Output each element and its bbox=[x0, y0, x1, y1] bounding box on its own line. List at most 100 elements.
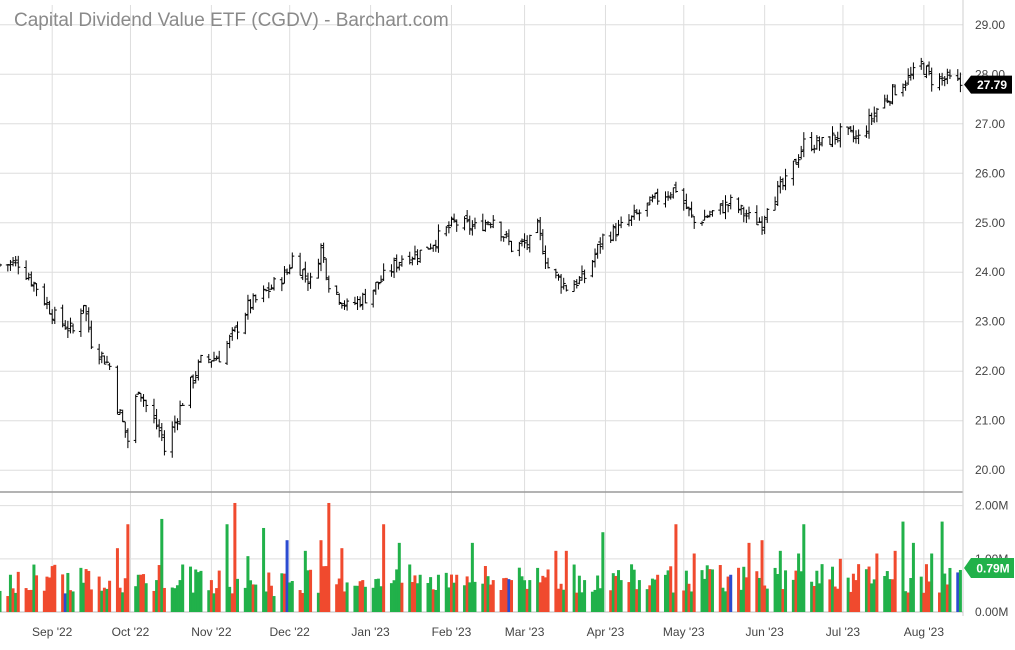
volume-bar bbox=[596, 575, 600, 612]
volume-bar bbox=[35, 575, 39, 612]
volume-bar bbox=[575, 592, 579, 612]
volume-bar bbox=[572, 564, 576, 612]
volume-bar bbox=[157, 565, 161, 612]
volume-bar bbox=[669, 566, 673, 612]
volume-bar bbox=[371, 587, 375, 612]
volume-bar bbox=[228, 586, 232, 612]
volume-bar bbox=[14, 592, 18, 612]
volume-bar bbox=[710, 569, 714, 612]
volume-bar bbox=[692, 553, 696, 612]
volume-bar bbox=[744, 577, 748, 612]
volume-bar bbox=[71, 591, 75, 612]
volume-bar bbox=[249, 580, 253, 612]
volume-bar bbox=[940, 521, 944, 612]
volume-bar bbox=[486, 576, 490, 612]
volume-bar bbox=[262, 527, 266, 612]
volume-bar bbox=[956, 572, 960, 612]
volume-bar bbox=[217, 570, 221, 612]
volume-bar bbox=[799, 571, 803, 612]
volume-bar bbox=[609, 590, 613, 612]
volume-bar bbox=[0, 590, 2, 612]
volume-bar bbox=[285, 540, 289, 612]
volume-bar bbox=[815, 570, 819, 612]
price-tick-label: 24.00 bbox=[975, 265, 1005, 279]
volume-bar bbox=[463, 585, 467, 612]
volume-bar bbox=[79, 567, 83, 612]
volume-bar bbox=[322, 566, 326, 612]
volume-bar bbox=[191, 592, 195, 612]
volume-bar bbox=[356, 585, 360, 612]
volume-bar bbox=[144, 583, 148, 612]
volume-bar bbox=[893, 550, 897, 612]
volume-bar bbox=[546, 569, 550, 612]
volume-bar bbox=[543, 577, 547, 612]
volume-bar bbox=[470, 542, 474, 612]
x-tick-label: Sep '22 bbox=[32, 625, 73, 639]
volume-bar bbox=[345, 582, 349, 612]
volume-bar bbox=[891, 579, 895, 612]
volume-bar bbox=[50, 566, 54, 612]
volume-bar bbox=[593, 589, 597, 612]
volume-bar bbox=[747, 542, 751, 612]
volume-bar bbox=[468, 582, 472, 612]
volume-bar bbox=[901, 521, 905, 612]
volume-bar bbox=[739, 589, 743, 612]
volume-bar bbox=[663, 574, 667, 612]
volume-bar bbox=[885, 571, 889, 612]
price-tick-label: 21.00 bbox=[975, 414, 1005, 428]
volume-bar bbox=[207, 590, 211, 612]
volume-bar bbox=[614, 575, 618, 612]
volume-bar bbox=[930, 553, 934, 612]
volume-bar bbox=[301, 592, 305, 612]
volume-bar bbox=[6, 596, 10, 612]
volume-bar bbox=[784, 570, 788, 612]
volume-bar bbox=[948, 567, 952, 612]
volume-bar bbox=[938, 592, 942, 612]
volume-bar bbox=[63, 593, 67, 612]
volume-bar bbox=[382, 524, 386, 612]
volume-bar bbox=[282, 573, 286, 612]
volume-bar bbox=[737, 567, 741, 612]
volume-bar bbox=[434, 589, 438, 612]
last-volume-badge bbox=[964, 557, 1014, 578]
volume-bar bbox=[583, 580, 587, 612]
price-tick-label: 27.00 bbox=[975, 117, 1005, 131]
volume-bar bbox=[199, 570, 203, 612]
volume-bar bbox=[139, 574, 143, 612]
volume-bar bbox=[635, 589, 639, 612]
volume-bar bbox=[525, 588, 529, 612]
volume-bar bbox=[340, 548, 344, 612]
volume-bar bbox=[429, 577, 433, 612]
volume-bar bbox=[794, 570, 798, 612]
volume-bar bbox=[27, 590, 31, 612]
volume-bar bbox=[155, 580, 159, 612]
volume-bar bbox=[528, 580, 532, 612]
volume-bar bbox=[298, 590, 302, 612]
volume-bar bbox=[833, 586, 837, 612]
volume-bar bbox=[846, 577, 850, 612]
volume-bar bbox=[682, 590, 686, 612]
volume-bar bbox=[175, 585, 179, 612]
volume-bar bbox=[181, 564, 185, 612]
volume-bar bbox=[924, 564, 928, 612]
volume-bar bbox=[851, 573, 855, 612]
volume-bar bbox=[817, 583, 821, 612]
volume-bar bbox=[538, 582, 542, 612]
volume-bar bbox=[379, 586, 383, 612]
volume-bar bbox=[136, 574, 140, 612]
volume-bar bbox=[520, 576, 524, 612]
volume-bar bbox=[757, 577, 761, 612]
volume-bar bbox=[194, 569, 198, 612]
volume-bar bbox=[773, 567, 777, 612]
volume-bar bbox=[196, 572, 200, 612]
volume-bar bbox=[517, 567, 521, 612]
volume-bar bbox=[708, 569, 712, 612]
volume-bar bbox=[24, 588, 28, 612]
volume-bar bbox=[162, 587, 166, 612]
volume-bar bbox=[264, 591, 268, 612]
volume-bar bbox=[559, 583, 563, 612]
volume-tick-label: 2.00M bbox=[975, 499, 1008, 513]
volume-bar bbox=[726, 576, 730, 612]
x-tick-label: Oct '22 bbox=[112, 625, 150, 639]
